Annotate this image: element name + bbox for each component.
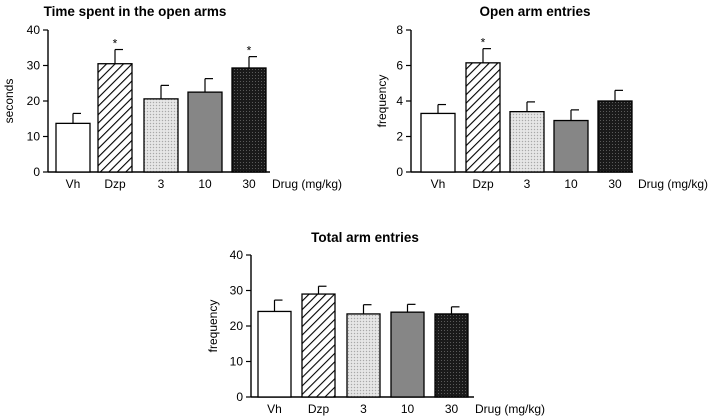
chart-panel-open-arm-entries: Open arm entries frequency Drug (mg/kg) … xyxy=(375,4,708,191)
bar-30 xyxy=(231,67,267,173)
x-tick-label: 10 xyxy=(564,177,578,191)
bar-3 xyxy=(509,111,545,173)
bar-Vh xyxy=(420,112,456,173)
y-axis-label: frequency xyxy=(206,300,220,353)
y-tick-label: 20 xyxy=(27,94,41,108)
bar-Dzp xyxy=(465,62,501,173)
y-tick-label: 30 xyxy=(230,284,244,298)
y-tick-label: 0 xyxy=(33,165,40,179)
y-tick-label: 4 xyxy=(396,94,403,108)
x-tick-label: Dzp xyxy=(472,177,494,191)
y-tick-label: 10 xyxy=(27,130,41,144)
y-tick-label: 30 xyxy=(27,59,41,73)
bar-10 xyxy=(553,119,589,173)
bar-Dzp xyxy=(301,293,336,398)
significance-marker: * xyxy=(113,37,118,51)
bar-Vh xyxy=(55,122,91,173)
x-axis-label: Drug (mg/kg) xyxy=(638,177,708,191)
chart-title: Time spent in the open arms xyxy=(44,4,227,19)
x-axis-label: Drug (mg/kg) xyxy=(475,402,545,416)
x-axis-label: Drug (mg/kg) xyxy=(272,177,342,191)
x-tick-label: 30 xyxy=(242,177,256,191)
y-axis-label: frequency xyxy=(375,75,389,128)
chart-title: Total arm entries xyxy=(311,230,419,245)
bar-30 xyxy=(597,100,633,173)
x-tick-label: 3 xyxy=(158,177,165,191)
x-tick-label: 3 xyxy=(524,177,531,191)
x-tick-label: 10 xyxy=(401,402,415,416)
bar-Vh xyxy=(257,310,292,398)
y-tick-label: 20 xyxy=(230,319,244,333)
x-tick-label: 30 xyxy=(445,402,459,416)
x-tick-label: Dzp xyxy=(308,402,330,416)
x-tick-label: 10 xyxy=(198,177,212,191)
x-tick-label: Vh xyxy=(431,177,446,191)
y-tick-label: 0 xyxy=(396,165,403,179)
y-tick-label: 6 xyxy=(396,59,403,73)
y-axis-label: seconds xyxy=(2,79,16,124)
significance-marker: * xyxy=(247,44,252,58)
chart-panel-time-open-arms: Time spent in the open arms seconds Drug… xyxy=(2,4,342,191)
bar-3 xyxy=(143,98,179,173)
x-tick-label: Vh xyxy=(66,177,81,191)
bar-10 xyxy=(187,91,223,173)
y-tick-label: 8 xyxy=(396,23,403,37)
y-tick-label: 40 xyxy=(230,248,244,262)
y-tick-label: 0 xyxy=(236,390,243,404)
bar-3 xyxy=(346,313,381,398)
x-tick-label: 30 xyxy=(608,177,622,191)
bar-30 xyxy=(434,313,469,398)
x-tick-label: Dzp xyxy=(104,177,126,191)
chart-title: Open arm entries xyxy=(479,4,590,19)
y-tick-label: 10 xyxy=(230,355,244,369)
y-tick-label: 2 xyxy=(396,130,403,144)
x-tick-label: 3 xyxy=(360,402,367,416)
chart-panel-total-arm-entries: Total arm entries frequency Drug (mg/kg)… xyxy=(206,230,545,416)
bar-10 xyxy=(390,311,425,398)
bar-Dzp xyxy=(97,63,133,173)
y-tick-label: 40 xyxy=(27,23,41,37)
x-tick-label: Vh xyxy=(267,402,282,416)
significance-marker: * xyxy=(481,36,486,50)
